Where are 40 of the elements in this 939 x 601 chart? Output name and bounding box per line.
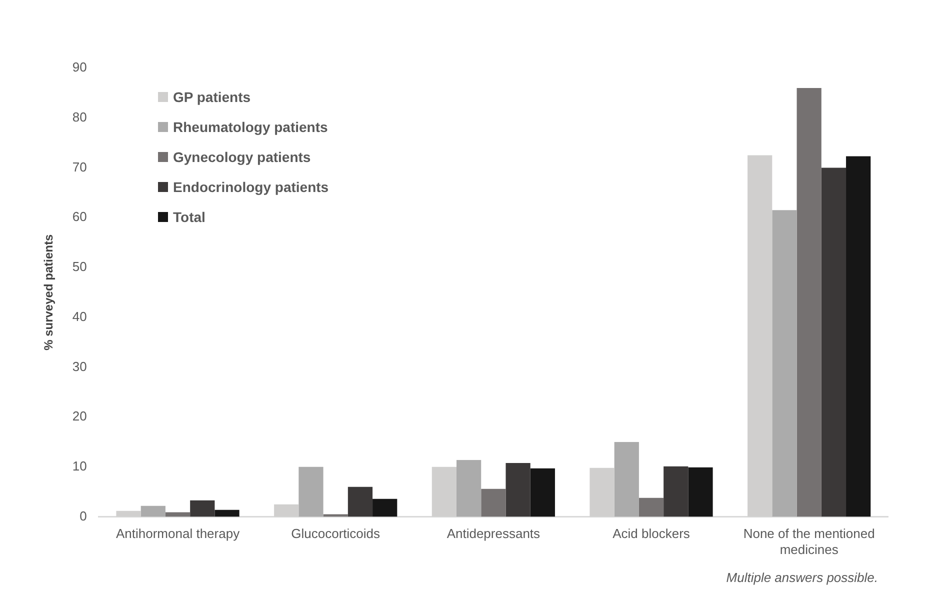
bar [638,498,664,517]
x-tick-label: Antidepressants [446,526,541,542]
legend-label: GP patients [173,89,251,105]
y-tick-label: 40 [72,308,87,324]
legend-label: Total [173,209,206,225]
legend-label: Endocrinology patients [173,179,329,195]
legend-label: Gynecology patients [173,149,311,165]
text: Multiple answers possible. [726,570,878,585]
y-tick-label: 60 [72,209,87,224]
y-tick-label: 80 [72,109,87,124]
y-tick-label: 90 [72,60,87,75]
bar [664,466,688,517]
x-tick-label: Glucocorticoids [291,526,381,542]
y-tick-label: 50 [72,259,87,274]
bar [796,88,822,517]
bar [372,498,398,517]
x-tick-label: Acid blockers [612,526,690,542]
bar [140,506,166,517]
y-tick-label: 0 [80,508,87,524]
y-axis-title: % surveyed patients [42,234,56,350]
bar [772,210,797,517]
bar [688,467,713,517]
bar [481,488,506,517]
x-tick-label: Antihormonal therapy [116,526,240,542]
bar [821,168,846,517]
bar [348,486,373,517]
bar [456,460,482,517]
y-tick-label: 10 [72,458,87,474]
y-tick-label: 20 [72,408,87,424]
x-tick-label: None of the mentioned medicines [743,526,875,557]
y-tick-label: 30 [72,358,87,374]
bar [190,500,215,517]
bar [298,466,324,517]
y-tick-label: 70 [72,159,87,174]
bar [614,442,639,517]
bar [506,462,530,517]
legend-label: Rheumatology patients [173,119,328,135]
bar [846,156,871,517]
bar [214,510,240,517]
bar [530,468,555,517]
